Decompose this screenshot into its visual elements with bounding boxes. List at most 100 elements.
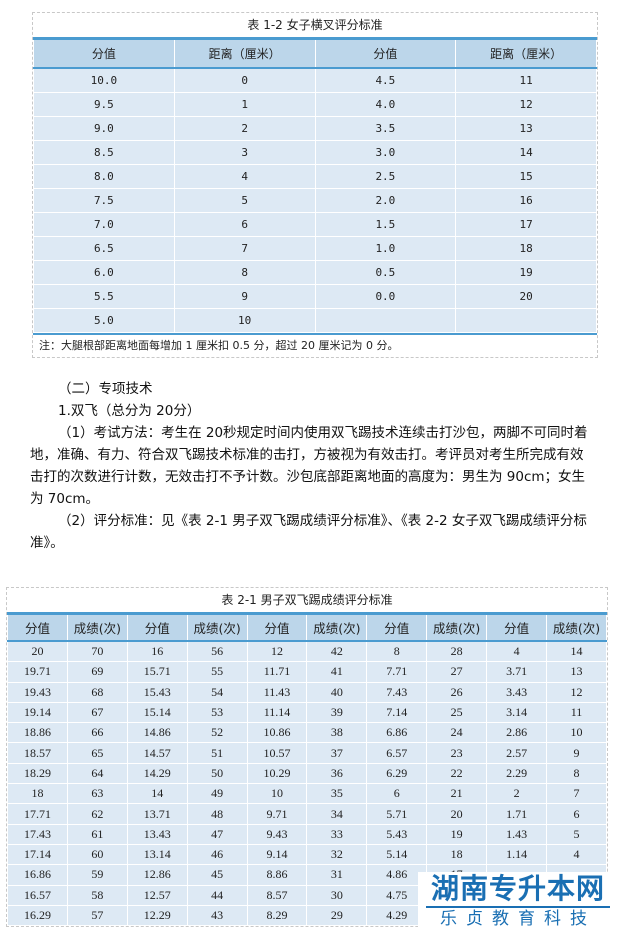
- table-cell: 5.5: [33, 284, 175, 309]
- table-cell: 7.71: [366, 661, 428, 683]
- table-cell: 2.57: [486, 742, 548, 764]
- table-cell: 9: [173, 284, 316, 309]
- table-cell: 13.71: [126, 803, 188, 825]
- table-cell: 33: [306, 823, 368, 845]
- table-cell: 11.71: [246, 661, 308, 683]
- table-1-2: 表 1-2 女子横叉评分标准 分值 距离（厘米） 分值 距离（厘米） 10.0 0 4.5…: [32, 12, 598, 358]
- table-cell: 1.71: [486, 803, 548, 825]
- table-cell: 2.86: [486, 722, 548, 744]
- table-cell: 16: [455, 188, 597, 213]
- table-cell: 48: [186, 803, 248, 825]
- table-cell: 19.43: [7, 681, 68, 703]
- table-cell: 29: [306, 904, 368, 927]
- table-cell: 3.71: [486, 661, 548, 683]
- table-cell: 32: [306, 843, 368, 866]
- table-cell: 50: [186, 762, 248, 785]
- table-cell: 10.57: [246, 742, 308, 764]
- table-cell: 12: [246, 640, 308, 663]
- table-cell: 5: [546, 823, 607, 845]
- table-cell: 8.86: [246, 864, 308, 886]
- table-row: 5.0 10: [33, 308, 597, 333]
- table-row: 9.0 2 3.5 13: [33, 116, 597, 141]
- table-cell: 3: [173, 140, 316, 165]
- table-cell: 14.29: [126, 762, 188, 785]
- table-cell: 11.14: [246, 701, 308, 724]
- body-text: （二）专项技术 1.双飞（总分为 20分） （1）考试方法：考生在 20秒规定时…: [30, 378, 590, 554]
- column-header: 成绩(次): [546, 612, 607, 642]
- table-cell: 16.86: [7, 864, 68, 886]
- table-cell: 55: [186, 661, 248, 683]
- table-cell: 61: [66, 823, 128, 845]
- table-cell: 17.43: [7, 823, 68, 845]
- column-header: 分值: [33, 37, 175, 69]
- table-row: 8.0 4 2.5 15: [33, 164, 597, 189]
- table-cell: 53: [186, 701, 248, 724]
- table-cell: 5.0: [33, 308, 175, 333]
- table-cell: 49: [186, 783, 248, 805]
- table-2-1-grid: 分值 成绩(次) 分值 成绩(次) 分值 成绩(次) 分值 成绩(次) 分值 成绩(次) 20 70…: [7, 612, 607, 927]
- table-cell: 8.5: [33, 140, 175, 165]
- table-row: 19.71 69 15.71 55 11.71 41 7.71 27 3.71 13: [7, 661, 607, 683]
- table-cell: 11: [546, 701, 607, 724]
- table-cell: 2: [486, 783, 548, 805]
- table-cell: 10: [546, 722, 607, 744]
- table-cell: 46: [186, 843, 248, 866]
- table-cell: 2: [173, 116, 316, 141]
- table-cell: 3.5: [314, 116, 457, 141]
- watermark-line1: 湖南专升本网: [430, 872, 605, 905]
- table-cell: [455, 308, 597, 333]
- table-cell: 10.86: [246, 722, 308, 744]
- column-header: 分值: [366, 612, 428, 642]
- table-row: 18.29 64 14.29 50 10.29 36 6.29 22 2.29 8: [7, 762, 607, 785]
- table-cell: 39: [306, 701, 368, 724]
- table-cell: 15.43: [126, 681, 188, 703]
- table-cell: 59: [66, 864, 128, 886]
- table-cell: 8.57: [246, 884, 308, 906]
- table-row: 18.57 65 14.57 51 10.57 37 6.57 23 2.57 9: [7, 742, 607, 764]
- table-cell: 56: [186, 640, 248, 663]
- table-cell: 13: [455, 116, 597, 141]
- table-cell: 1.43: [486, 823, 548, 845]
- table-cell: 10.0: [33, 67, 175, 93]
- table-cell: 12.29: [126, 904, 188, 927]
- table-cell: 4.86: [366, 864, 428, 886]
- table-cell: 0: [173, 67, 316, 93]
- table-2-1: 表 2-1 男子双飞踢成绩评分标准 分值 成绩(次) 分值 成绩(次) 分值 成绩(次) 分…: [6, 587, 608, 928]
- table-cell: 20: [426, 803, 488, 825]
- table-cell: 6.0: [33, 260, 175, 285]
- table-cell: 6.5: [33, 236, 175, 261]
- table-cell: 37: [306, 742, 368, 764]
- column-header: 距离（厘米）: [455, 37, 597, 69]
- table-row: 17.43 61 13.43 47 9.43 33 5.43 19 1.43 5: [7, 823, 607, 845]
- table-cell: 12: [546, 681, 607, 703]
- table-cell: 7: [546, 783, 607, 805]
- table-cell: 68: [66, 681, 128, 703]
- table-cell: 18.29: [7, 762, 68, 785]
- table-cell: 5.71: [366, 803, 428, 825]
- table-row: 6.5 7 1.0 18: [33, 236, 597, 261]
- table-row: 17.14 60 13.14 46 9.14 32 5.14 18 1.14 4: [7, 843, 607, 866]
- column-header: 分值: [246, 612, 308, 642]
- table-cell: 19: [455, 260, 597, 285]
- table-cell: 47: [186, 823, 248, 845]
- column-header: 成绩(次): [306, 612, 368, 642]
- table-cell: 58: [66, 884, 128, 906]
- table-cell: 0.5: [314, 260, 457, 285]
- table-row: 6.0 8 0.5 19: [33, 260, 597, 285]
- table-cell: 63: [66, 783, 128, 805]
- table-cell: 13.14: [126, 843, 188, 866]
- table-cell: 67: [66, 701, 128, 724]
- table-cell: 25: [426, 701, 488, 724]
- table-cell: 51: [186, 742, 248, 764]
- column-header: 成绩(次): [66, 612, 128, 642]
- table-cell: 57: [66, 904, 128, 927]
- column-header: 分值: [7, 612, 68, 642]
- table-cell: 6.86: [366, 722, 428, 744]
- table-row: 9.5 1 4.0 12: [33, 92, 597, 117]
- column-header: 成绩(次): [186, 612, 248, 642]
- table-cell: 19: [426, 823, 488, 845]
- column-header: 分值: [486, 612, 548, 642]
- table-cell: 16.29: [7, 904, 68, 927]
- table-cell: 27: [426, 661, 488, 683]
- table-cell: 10: [246, 783, 308, 805]
